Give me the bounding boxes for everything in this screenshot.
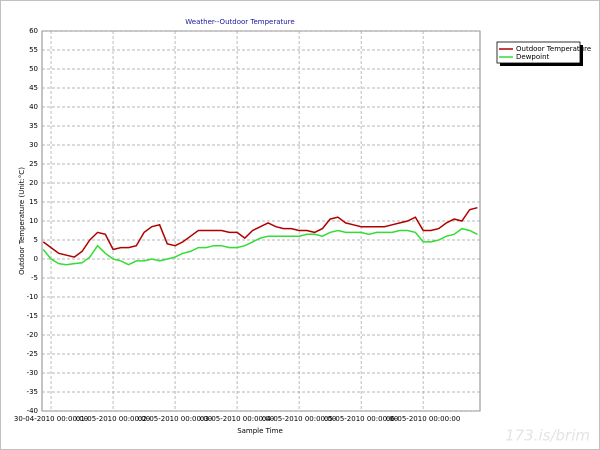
x-tick-label: 01-05-2010 00:00:00	[76, 415, 150, 423]
y-tick-label: 60	[29, 27, 38, 35]
x-tick-label: 03-05-2010 00:00:00	[200, 415, 274, 423]
y-tick-label: 40	[29, 103, 38, 111]
x-axis-label: Sample Time	[237, 427, 283, 435]
y-tick-label: 55	[29, 46, 38, 54]
x-tick-label: 05-05-2010 00:00:00	[324, 415, 398, 423]
y-tick-label: 20	[29, 179, 38, 187]
data-line	[42, 206, 478, 258]
legend-label: Dewpoint	[516, 53, 550, 61]
x-tick-label: 30-04-2010 00:00:00	[14, 415, 88, 423]
legend-box	[496, 41, 581, 64]
legend-label: Outdoor Temperature	[516, 45, 591, 53]
watermark: 173.is/brim	[505, 427, 590, 445]
y-tick-label: -20	[27, 331, 38, 339]
chart-title: Weather--Outdoor Temperature	[185, 18, 294, 26]
y-tick-label: 35	[29, 122, 38, 130]
y-tick-label: -10	[27, 293, 38, 301]
y-tick-label: 0	[34, 255, 38, 263]
y-tick-label: -30	[27, 369, 38, 377]
y-tick-label: -5	[31, 274, 38, 282]
y-tick-label: 50	[29, 65, 38, 73]
y-tick-label: -15	[27, 312, 38, 320]
y-tick-label: -35	[27, 388, 38, 396]
x-tick-label: 06-05-2010 00:00:00	[386, 415, 460, 423]
y-tick-label: 10	[29, 217, 38, 225]
y-tick-label: -40	[27, 407, 38, 415]
y-tick-label: 5	[34, 236, 38, 244]
data-line	[42, 227, 478, 266]
y-axis-label: Outdoor Temperature (Unit:°C)	[18, 167, 26, 275]
x-tick-label: 04-05-2010 00:00:00	[262, 415, 336, 423]
y-tick-label: -25	[27, 350, 38, 358]
y-tick-label: 15	[29, 198, 38, 206]
y-tick-label: 25	[29, 160, 38, 168]
y-tick-label: 45	[29, 84, 38, 92]
y-tick-label: 30	[29, 141, 38, 149]
x-tick-label: 02-05-2010 00:00:00	[138, 415, 212, 423]
